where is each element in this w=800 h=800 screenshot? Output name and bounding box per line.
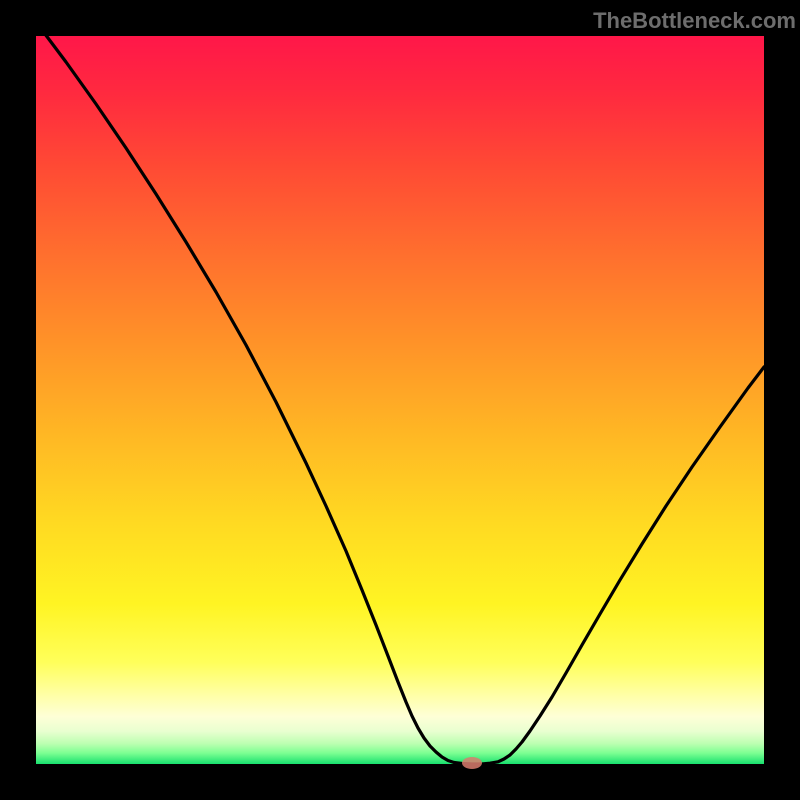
watermark-text: TheBottleneck.com [593,8,796,34]
plot-area [36,36,764,764]
